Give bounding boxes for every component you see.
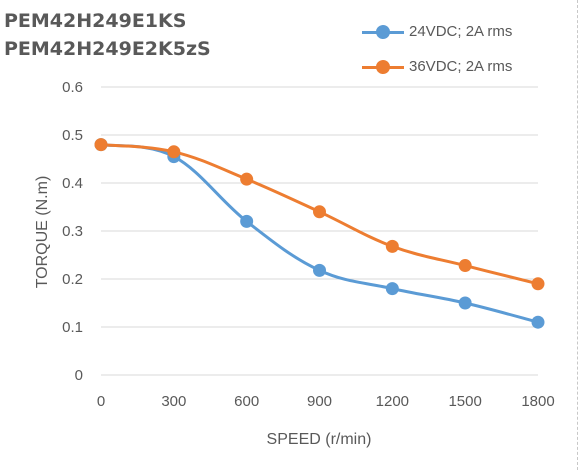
data-point-24vdc bbox=[458, 296, 472, 310]
y-tick-label: 0.1 bbox=[62, 319, 83, 336]
data-point-36vdc bbox=[385, 239, 399, 253]
x-tick-label: 1500 bbox=[448, 393, 481, 410]
data-point-36vdc bbox=[531, 277, 545, 291]
data-point-36vdc bbox=[458, 259, 472, 273]
data-point-36vdc bbox=[240, 172, 254, 186]
x-tick-label: 1200 bbox=[376, 393, 409, 410]
y-tick-label: 0.6 bbox=[62, 79, 83, 96]
chart-title-line-2: PEM42H249E2K5zS bbox=[4, 38, 211, 60]
series-line-24vdc bbox=[100, 143, 539, 324]
data-point-36vdc bbox=[167, 145, 181, 159]
frame-border bbox=[577, 0, 578, 470]
y-tick-label: 0.2 bbox=[62, 271, 83, 288]
axis-layer: 0 0.1 0.2 0.3 0.4 0.5 0.6 0 300 600 900 1200 1500 180… bbox=[62, 79, 555, 410]
data-point-36vdc bbox=[313, 205, 326, 219]
series-layer bbox=[94, 138, 545, 329]
y-tick-label: 0.4 bbox=[62, 175, 83, 192]
legend-label-36vdc: 36VDC; 2A rms bbox=[409, 58, 513, 75]
x-axis-title: SPEED (r/min) bbox=[267, 431, 372, 448]
legend-marker-36vdc bbox=[376, 60, 390, 74]
x-tick-label: 300 bbox=[161, 393, 186, 410]
data-point-24vdc bbox=[313, 263, 326, 277]
legend-label-24vdc: 24VDC; 2A rms bbox=[409, 23, 513, 40]
x-tick-label: 900 bbox=[307, 393, 332, 410]
x-tick-label: 0 bbox=[97, 393, 105, 410]
y-axis-title: TORQUE (N.m) bbox=[34, 176, 51, 289]
x-tick-label: 1800 bbox=[521, 393, 554, 410]
data-point-24vdc bbox=[385, 282, 399, 296]
legend-marker-24vdc bbox=[376, 25, 390, 39]
chart-title-line-1: PEM42H249E1KS bbox=[4, 10, 187, 32]
y-tick-label: 0.3 bbox=[62, 223, 83, 240]
y-tick-label: 0 bbox=[75, 367, 83, 384]
grid-layer bbox=[101, 86, 538, 328]
x-tick-label: 600 bbox=[234, 393, 259, 410]
data-point-36vdc bbox=[94, 138, 108, 152]
data-point-24vdc bbox=[240, 214, 254, 228]
data-point-24vdc bbox=[531, 315, 545, 329]
y-tick-label: 0.5 bbox=[62, 127, 83, 144]
